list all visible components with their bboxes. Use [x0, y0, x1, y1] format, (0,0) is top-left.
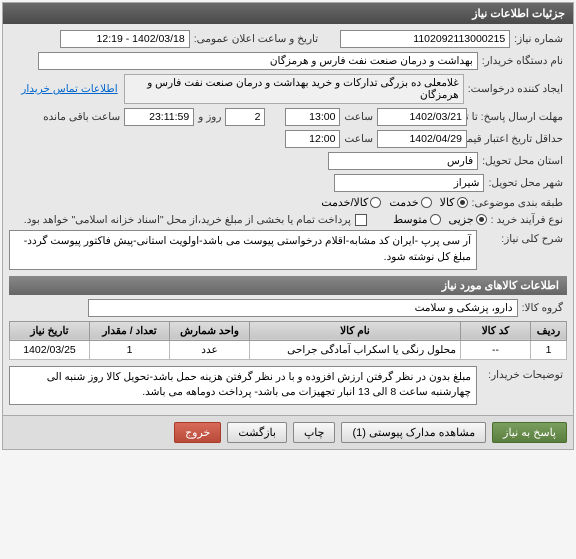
- need-no-label: شماره نیاز:: [510, 33, 567, 45]
- announce-value: 1402/03/18 - 12:19: [60, 30, 190, 48]
- table-row[interactable]: 1 -- محلول رنگی یا اسکراب آمادگی جراحی ع…: [10, 340, 567, 359]
- radio-motevaset[interactable]: متوسط: [393, 213, 441, 226]
- deadline-label: مهلت ارسال پاسخ: تا تاریخ:: [467, 111, 567, 123]
- goods-table: ردیف کد کالا نام کالا واحد شمارش تعداد /…: [9, 321, 567, 360]
- category-label: طبقه بندی موضوعی:: [468, 197, 567, 209]
- button-bar: پاسخ به نیاز مشاهده مدارک پیوستی (1) چاپ…: [3, 415, 573, 449]
- cell-name: محلول رنگی یا اسکراب آمادگی جراحی: [250, 340, 461, 359]
- deadline-time: 13:00: [285, 108, 340, 126]
- deadline-date: 1402/03/21: [377, 108, 467, 126]
- treasury-checkbox[interactable]: [355, 214, 367, 226]
- exit-button[interactable]: خروج: [174, 422, 221, 443]
- group-label: گروه کالا:: [518, 302, 567, 314]
- validity-label: حداقل تاریخ اعتبار قیمت: تا تاریخ:: [467, 133, 567, 145]
- contact-link[interactable]: اطلاعات تماس خریدار: [21, 83, 117, 95]
- table-header-row: ردیف کد کالا نام کالا واحد شمارش تعداد /…: [10, 321, 567, 340]
- process-label: نوع فرآیند خرید :: [487, 214, 567, 226]
- col-name: نام کالا: [250, 321, 461, 340]
- validity-time-label: ساعت: [340, 133, 377, 145]
- col-row: ردیف: [531, 321, 567, 340]
- city-label: شهر محل تحویل:: [484, 177, 567, 189]
- group-value: دارو، پزشکی و سلامت: [88, 299, 518, 317]
- col-unit: واحد شمارش: [170, 321, 250, 340]
- radio-jozei[interactable]: جزیی: [449, 213, 487, 226]
- process-note: پرداخت تمام یا بخشی از مبلغ خرید،از محل …: [55, 214, 355, 226]
- col-date: تاریخ نیاز: [10, 321, 90, 340]
- days-label: روز و: [194, 111, 225, 123]
- creator-label: ایجاد کننده درخواست:: [464, 83, 567, 95]
- radio-dot-icon: [457, 197, 468, 208]
- cell-row: 1: [531, 340, 567, 359]
- remain-value: 23:11:59: [124, 108, 194, 126]
- desc-value: آر سی پرپ -ایران کد مشابه-اقلام درخواستی…: [9, 230, 477, 270]
- buyer-value: بهداشت و درمان صنعت نفت فارس و هرمزگان: [38, 52, 478, 70]
- city-value: شیراز: [334, 174, 484, 192]
- radio-kalakh-label: کالا/خدمت: [321, 196, 368, 209]
- cell-qty: 1: [90, 340, 170, 359]
- radio-dot-icon: [370, 197, 381, 208]
- cell-code: --: [461, 340, 531, 359]
- desc-label: شرح کلی نیاز:: [477, 230, 567, 245]
- deadline-time-label: ساعت: [340, 111, 377, 123]
- province-value: فارس: [328, 152, 478, 170]
- radio-kalakh[interactable]: کالا/خدمت: [321, 196, 381, 209]
- main-panel: جزئیات اطلاعات نیاز شماره نیاز: 11020921…: [2, 2, 574, 450]
- radio-khadamat[interactable]: خدمت: [389, 196, 431, 209]
- announce-label: تاریخ و ساعت اعلان عمومی:: [190, 33, 322, 45]
- radio-jozei-label: جزیی: [449, 213, 474, 226]
- validity-date: 1402/04/29: [377, 130, 467, 148]
- cell-unit: عدد: [170, 340, 250, 359]
- panel-body: شماره نیاز: 1102092113000215 تاریخ و ساع…: [3, 24, 573, 415]
- radio-kala[interactable]: کالا: [440, 196, 468, 209]
- panel-title: جزئیات اطلاعات نیاز: [3, 3, 573, 24]
- radio-dot-icon: [476, 214, 487, 225]
- remain-label: ساعت باقی مانده: [39, 111, 124, 123]
- province-label: استان محل تحویل:: [478, 155, 567, 167]
- col-qty: تعداد / مقدار: [90, 321, 170, 340]
- radio-dot-icon: [421, 197, 432, 208]
- attachments-button[interactable]: مشاهده مدارک پیوستی (1): [341, 422, 486, 443]
- radio-kala-label: کالا: [440, 196, 455, 209]
- days-value: 2: [225, 108, 265, 126]
- buyer-note-value: مبلغ بدون در نظر گرفتن ارزش افزوده و با …: [9, 366, 477, 406]
- buyer-label: نام دستگاه خریدار:: [478, 55, 567, 67]
- back-button[interactable]: بازگشت: [227, 422, 287, 443]
- col-code: کد کالا: [461, 321, 531, 340]
- buyer-note-label: توضیحات خریدار:: [477, 366, 567, 381]
- goods-section-header: اطلاعات کالاهای مورد نیاز: [9, 276, 567, 295]
- cell-date: 1402/03/25: [10, 340, 90, 359]
- radio-motevaset-label: متوسط: [393, 213, 428, 226]
- creator-value: غلامعلی ده بزرگی تدارکات و خرید بهداشت و…: [124, 74, 464, 104]
- radio-dot-icon: [430, 214, 441, 225]
- print-button[interactable]: چاپ: [293, 422, 336, 443]
- validity-time: 12:00: [285, 130, 340, 148]
- respond-button[interactable]: پاسخ به نیاز: [492, 422, 567, 443]
- radio-khadamat-label: خدمت: [389, 196, 418, 209]
- need-no-value: 1102092113000215: [340, 30, 510, 48]
